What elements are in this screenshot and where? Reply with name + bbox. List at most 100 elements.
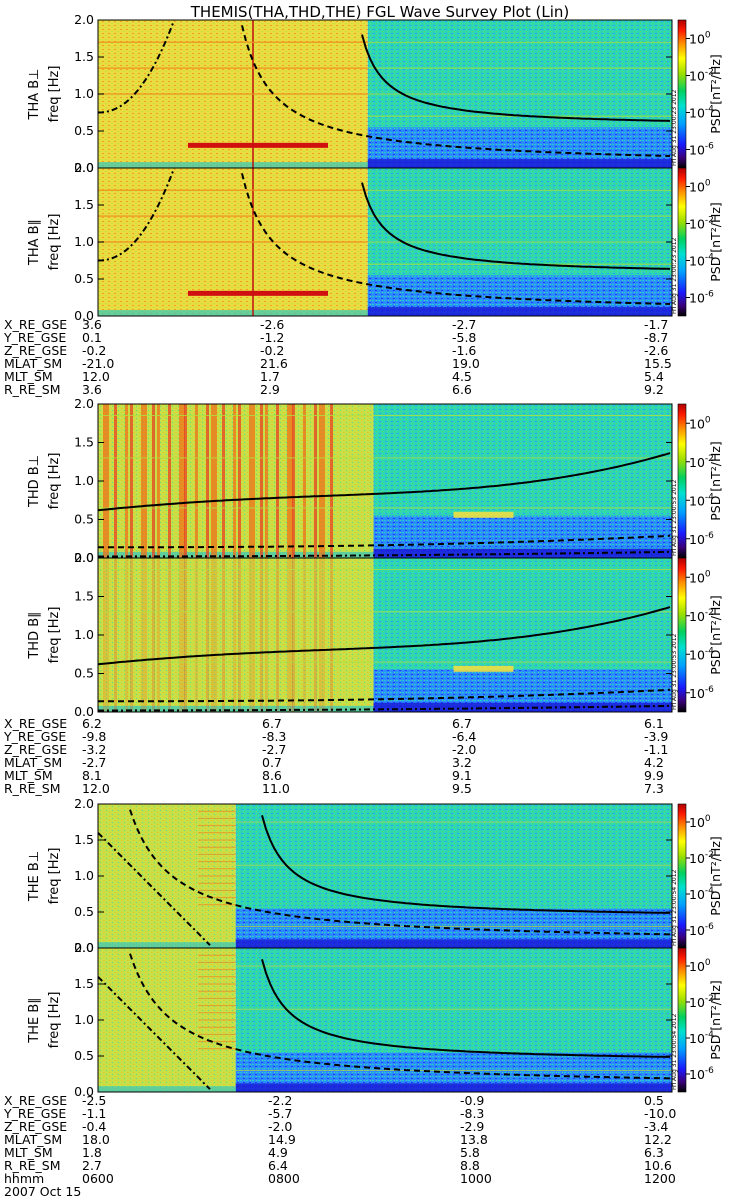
broadband-burst — [125, 558, 128, 712]
y-tick-label: 0.5 — [74, 1048, 94, 1063]
emission-line — [188, 290, 328, 296]
spectrogram-panel: 0.0 0.5 1.0 1.5 2.0 THA B⊥ freq [Hz] 100 10-2 10-… — [27, 12, 723, 175]
colorbar-tick-label: 10-4 — [689, 105, 714, 121]
ephemeris-value: -0.4 — [82, 1119, 106, 1134]
ephemeris-value: 1.7 — [260, 369, 280, 384]
colorbar-tick-label: 100 — [689, 958, 711, 974]
ephemeris-value: 4.2 — [644, 755, 664, 770]
ephemeris-value: 18.0 — [82, 1132, 110, 1147]
colorbar-label: PSD [nT²/Hz] — [708, 836, 723, 916]
y-tick-label: 1.5 — [74, 976, 94, 991]
ephemeris-value: 12.0 — [82, 781, 110, 796]
freq-axis-label: freq [Hz] — [47, 66, 62, 123]
broadband-burst — [265, 404, 268, 558]
ephemeris-value: -2.2 — [268, 1093, 292, 1108]
broadband-burst — [330, 404, 333, 558]
time-tick-label: 1000 — [460, 1171, 492, 1186]
colorbar-tick-label: 100 — [689, 415, 711, 431]
broadband-burst — [114, 404, 117, 558]
ephemeris-value: -2.5 — [82, 1093, 106, 1108]
spectrogram-base-band — [98, 1086, 236, 1092]
colorbar-tick-label: 10-6 — [689, 922, 714, 938]
broadband-burst — [152, 404, 155, 558]
y-tick-label: 1.5 — [74, 49, 94, 64]
y-tick-label: 1.0 — [74, 868, 94, 883]
colorbar-tick-label: 10-2 — [689, 454, 714, 470]
colorbar-label: PSD [nT²/Hz] — [708, 202, 723, 282]
spectrogram-base-band — [98, 942, 236, 948]
broadband-burst — [292, 404, 295, 558]
h-gyro-curve — [97, 452, 671, 512]
broadband-burst — [206, 404, 209, 558]
broadband-burst — [130, 404, 133, 558]
broadband-burst — [260, 404, 263, 558]
y-tick-label: 1.5 — [74, 832, 94, 847]
y-tick-label: 1.0 — [74, 234, 94, 249]
y-tick-label: 0.5 — [74, 271, 94, 286]
ephemeris-value: -6.4 — [452, 729, 476, 744]
y-tick-label: 1.5 — [74, 589, 94, 604]
time-axis-name: hhmm — [4, 1171, 44, 1186]
ephemeris-value: 15.5 — [644, 356, 672, 371]
ephemeris-value: -2.0 — [452, 742, 476, 757]
ephemeris-value: 4.5 — [452, 369, 472, 384]
ephemeris-value: 2.9 — [260, 382, 280, 397]
broadband-burst — [152, 558, 155, 712]
o-gyro-curve — [97, 976, 211, 1090]
ephemeris-value: -9.8 — [82, 729, 106, 744]
ephemeris-value: 2.7 — [82, 1158, 102, 1173]
colorbar-tick-label: 100 — [689, 569, 711, 585]
y-tick-label: 2.0 — [74, 940, 94, 955]
colorbar-tick-label: 10-4 — [689, 886, 714, 902]
broadband-burst — [206, 558, 209, 712]
ephemeris-name: Z_RE_GSE — [4, 1119, 67, 1134]
ephemeris-value: 8.1 — [82, 768, 102, 783]
colorbar-tick-label: 10-6 — [689, 531, 714, 547]
y-tick-label: 0.0 — [74, 308, 94, 323]
ephemeris-value: -21.0 — [82, 356, 114, 371]
y-tick-label: 1.5 — [74, 435, 94, 450]
y-tick-label: 2.0 — [74, 550, 94, 565]
ephemeris-value: -2.7 — [262, 742, 286, 757]
y-tick-label: 1.0 — [74, 86, 94, 101]
y-tick-label: 2.0 — [74, 396, 94, 411]
ephemeris-value: -10.0 — [644, 1106, 676, 1121]
broadband-burst — [141, 558, 147, 712]
broadband-burst — [238, 404, 241, 558]
timestamp-stamp: Fri Aug 31 23:00:53 2012 — [671, 479, 678, 556]
ephemeris-value: -1.6 — [452, 343, 476, 358]
ephemeris-table: X_RE_GSE 3.6 -2.6 -2.7 -1.7 Y_RE_GSE 0.1 -1.2 -5… — [3, 317, 672, 397]
colorbar-tick-label: 10-2 — [689, 68, 714, 84]
ephemeris-name: R_RE_SM — [4, 1158, 61, 1173]
spectrogram-base-band — [235, 939, 672, 948]
colorbar-tick-label: 100 — [689, 179, 711, 195]
ephemeris-value: -2.6 — [644, 343, 668, 358]
broadband-burst — [195, 558, 198, 712]
broadband-burst — [168, 404, 171, 558]
broadband-burst — [319, 558, 325, 712]
broadband-burst — [103, 404, 109, 558]
broadband-burst — [287, 558, 293, 712]
broadband-burst — [222, 404, 225, 558]
ephemeris-value: 6.4 — [268, 1158, 288, 1173]
timestamp-stamp: Fri Aug 31 23:00:54 2012 — [671, 1013, 678, 1090]
h-gyro-curve — [97, 606, 671, 666]
colorbar — [677, 19, 687, 169]
colorbar-tick-label: 10-2 — [689, 850, 714, 866]
he-gyro-curve — [241, 25, 671, 157]
colorbar-tick-label: 10-6 — [689, 142, 714, 158]
spectrogram-panel: 0.0 0.5 1.0 1.5 2.0 THE B⊥ freq [Hz] 100 10-2 10-… — [27, 796, 723, 955]
panel-label: THE B⊥ — [27, 851, 42, 902]
freq-axis-label: freq [Hz] — [47, 992, 62, 1049]
colorbar — [677, 557, 687, 713]
y-tick-label: 0.5 — [74, 512, 94, 527]
panel-label: THD B⊥ — [27, 455, 42, 508]
broadband-burst — [103, 558, 109, 712]
ephemeris-value: 21.6 — [260, 356, 288, 371]
broadband-burst — [184, 404, 187, 558]
ephemeris-value: 5.8 — [460, 1145, 480, 1160]
spectrogram-base-band — [367, 307, 672, 316]
spectrogram-panel: 0.0 0.5 1.0 1.5 2.0 THE B∥ freq [Hz] 100 10-2 10-… — [27, 940, 723, 1099]
y-tick-label: 1.5 — [74, 197, 94, 212]
